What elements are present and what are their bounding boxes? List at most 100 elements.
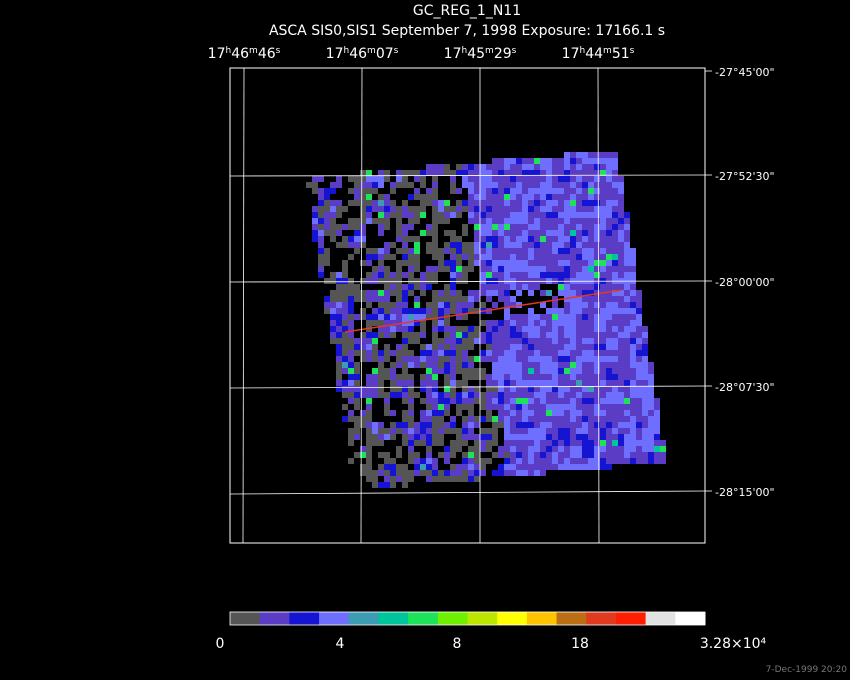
image-pixel [396,236,402,242]
image-pixel [582,218,588,224]
image-pixel [396,272,402,278]
image-pixel [612,248,618,254]
image-pixel [606,344,612,350]
image-pixel [426,314,432,320]
image-pixel [384,242,390,248]
image-pixel [582,308,588,314]
image-pixel [384,218,390,224]
image-pixel [372,182,378,188]
image-pixel [408,194,414,200]
image-pixel [324,200,330,206]
image-pixel [468,218,474,224]
image-pixel [450,422,456,428]
image-pixel [654,428,660,434]
image-pixel [348,314,354,320]
image-pixel [594,206,600,212]
image-pixel [522,158,528,164]
image-pixel [624,452,630,458]
image-pixel [348,434,354,440]
image-pixel [444,248,450,254]
image-pixel [522,398,528,404]
image-pixel [444,338,450,344]
image-pixel [534,398,540,404]
image-pixel [594,386,600,392]
image-pixel [624,266,630,272]
image-pixel [474,434,480,440]
image-pixel [492,404,498,410]
image-pixel [396,278,402,284]
image-pixel [396,224,402,230]
image-pixel [570,182,576,188]
image-pixel [492,452,498,458]
image-pixel [534,254,540,260]
image-pixel [468,428,474,434]
image-pixel [486,230,492,236]
image-pixel [624,212,630,218]
image-pixel [366,464,372,470]
image-pixel [552,326,558,332]
image-pixel [408,320,414,326]
image-pixel [540,236,546,242]
image-pixel [426,200,432,206]
image-pixel [570,194,576,200]
image-pixel [534,392,540,398]
image-pixel [522,212,528,218]
image-pixel [540,218,546,224]
image-pixel [450,398,456,404]
image-pixel [612,446,618,452]
image-pixel [504,434,510,440]
image-pixel [516,416,522,422]
image-pixel [624,230,630,236]
image-pixel [558,422,564,428]
image-pixel [456,404,462,410]
image-pixel [474,440,480,446]
image-pixel [582,362,588,368]
image-pixel [342,386,348,392]
image-pixel [570,416,576,422]
image-pixel [618,284,624,290]
image-pixel [540,392,546,398]
image-pixel [606,440,612,446]
image-pixel [372,350,378,356]
image-pixel [468,434,474,440]
image-pixel [654,416,660,422]
image-pixel [600,332,606,338]
image-pixel [396,356,402,362]
image-pixel [408,356,414,362]
image-pixel [558,464,564,470]
colorbar-label: 4 [336,636,345,652]
image-pixel [558,176,564,182]
image-pixel [372,248,378,254]
image-pixel [594,248,600,254]
image-pixel [432,386,438,392]
image-pixel [348,218,354,224]
image-pixel [558,356,564,362]
image-pixel [384,284,390,290]
image-pixel [552,218,558,224]
image-pixel [432,188,438,194]
image-pixel [336,290,342,296]
image-pixel [348,176,354,182]
image-pixel [504,362,510,368]
image-pixel [414,356,420,362]
image-pixel [594,170,600,176]
image-pixel [462,308,468,314]
image-pixel [522,416,528,422]
image-pixel [516,362,522,368]
image-pixel [426,164,432,170]
image-pixel [432,212,438,218]
image-pixel [366,302,372,308]
image-pixel [492,200,498,206]
image-pixel [462,374,468,380]
image-pixel [522,374,528,380]
image-pixel [360,230,366,236]
image-pixel [498,200,504,206]
image-pixel [318,230,324,236]
image-pixel [318,254,324,260]
image-pixel [558,404,564,410]
image-pixel [588,356,594,362]
image-pixel [468,212,474,218]
image-pixel [372,368,378,374]
image-pixel [360,290,366,296]
image-pixel [552,302,558,308]
